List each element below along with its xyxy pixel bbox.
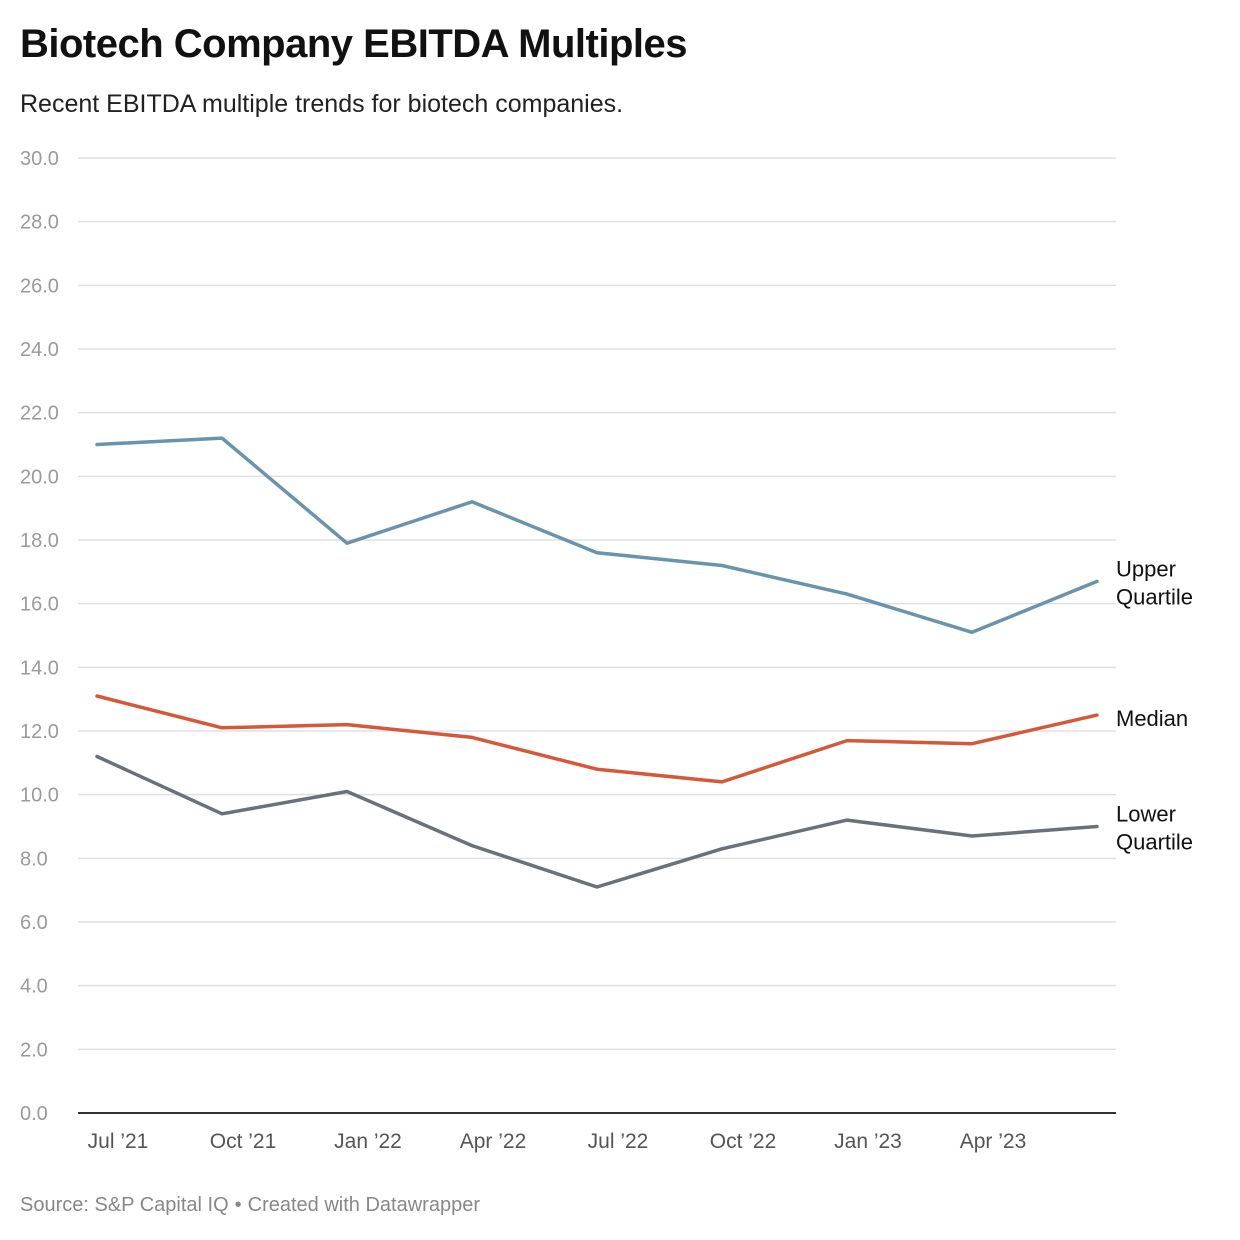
line-chart: 0.0 2.0 4.0 6.0 8.0 10.0 12.0 14.0 16.0 18.0 20.0 2… [20,148,1193,1153]
y-tick-label: 30.0 [20,148,59,170]
x-tick-label: Oct ’22 [710,1130,777,1153]
series-line-median [95,694,1099,784]
x-tick-label: Jul ’21 [88,1130,149,1153]
y-tick-label: 10.0 [20,785,59,807]
y-tick-label: 28.0 [20,212,59,234]
y-tick-label: 0.0 [20,1103,48,1125]
x-tick-label: Jan ’22 [334,1130,402,1153]
y-tick-label: 26.0 [20,275,59,297]
series-label-median: Median [1116,706,1188,731]
y-tick-label: 4.0 [20,976,48,998]
series-labels: Upper Quartile Median Lower Quartile [1116,556,1193,854]
y-tick-label: 12.0 [20,721,59,743]
x-tick-label: Jul ’22 [588,1130,649,1153]
x-tick-label: Apr ’22 [460,1130,527,1153]
y-tick-label: 2.0 [20,1039,48,1061]
y-tick-label: 14.0 [20,657,59,679]
y-tick-label: 16.0 [20,594,59,616]
y-tick-label: 6.0 [20,912,48,934]
x-tick-label: Apr ’23 [960,1130,1027,1153]
series-line-upper-quartile [95,436,1099,635]
x-tick-label: Jan ’23 [834,1130,902,1153]
y-axis: 0.0 2.0 4.0 6.0 8.0 10.0 12.0 14.0 16.0 18.0 20.0 2… [20,148,59,1125]
credit-note: Created with Datawrapper [247,1194,480,1216]
gridlines [78,157,1116,1114]
source-note: Source: S&P Capital IQ [20,1194,229,1216]
y-tick-label: 20.0 [20,466,59,488]
series-label-lower-quartile: Lower Quartile [1116,802,1193,855]
series-label-upper-quartile: Upper Quartile [1116,556,1193,609]
footer: Source: S&P Capital IQ • Created with Data… [20,1194,480,1217]
series-lines [95,436,1099,889]
chart-subtitle: Recent EBITDA multiple trends for biotec… [20,90,624,118]
x-tick-label: Oct ’21 [210,1130,277,1153]
y-tick-label: 8.0 [20,848,48,870]
footer-separator: • [234,1194,242,1216]
y-tick-label: 18.0 [20,530,59,552]
y-tick-label: 22.0 [20,403,59,425]
x-axis: Jul ’21 Oct ’21 Jan ’22 Apr ’22 Jul ’22 Oct ’… [88,1130,1027,1153]
series-line-lower-quartile [95,754,1099,889]
y-tick-label: 24.0 [20,339,59,361]
chart-title: Biotech Company EBITDA Multiples [20,22,688,66]
